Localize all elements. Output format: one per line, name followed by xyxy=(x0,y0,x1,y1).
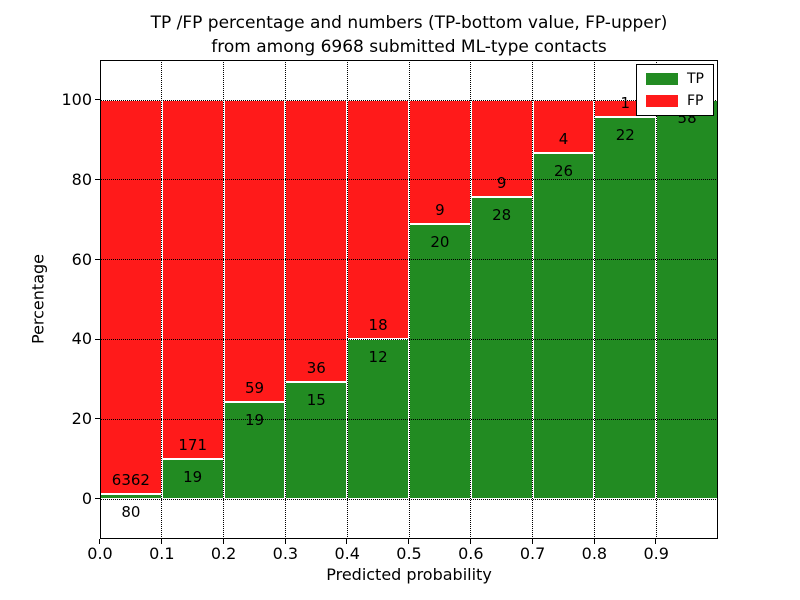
vertical-gridline xyxy=(470,60,472,539)
tp-count-label: 20 xyxy=(430,232,450,251)
x-tick-mark xyxy=(593,539,595,544)
legend-label-fp: FP xyxy=(687,93,704,109)
x-tick-mark xyxy=(284,539,286,544)
y-tick-mark xyxy=(95,99,100,101)
legend-label-tp: TP xyxy=(687,71,704,87)
x-tick-label: 0.2 xyxy=(210,544,237,563)
x-tick-mark xyxy=(470,539,472,544)
bar-segment-tp xyxy=(161,459,224,499)
tp-count-label: 26 xyxy=(553,162,574,181)
y-tick-mark xyxy=(95,258,100,260)
horizontal-gridline xyxy=(100,338,718,340)
y-tick-label: 100 xyxy=(61,90,92,109)
x-tick-mark xyxy=(408,539,410,544)
x-tick-mark xyxy=(222,539,224,544)
x-tick-label: 0.9 xyxy=(643,544,669,563)
chart-title-line-2: from among 6968 submitted ML-type contac… xyxy=(211,37,607,57)
vertical-gridline xyxy=(655,60,657,539)
bar-segment-tp xyxy=(470,197,533,499)
bar-segment-fp xyxy=(100,100,162,495)
vertical-gridline xyxy=(284,60,286,539)
horizontal-gridline xyxy=(100,498,718,500)
bar-segment-tp xyxy=(532,153,595,499)
tp-count-label: 19 xyxy=(183,468,203,487)
x-axis-label: Predicted probability xyxy=(326,565,492,584)
tp-count-label: 19 xyxy=(244,410,265,429)
vertical-gridline xyxy=(593,60,595,539)
fp-count-label: 18 xyxy=(368,316,388,335)
horizontal-gridline xyxy=(100,418,718,420)
vertical-gridline xyxy=(161,60,163,539)
legend-swatch-fp-icon xyxy=(646,95,678,107)
vertical-gridline xyxy=(408,60,410,539)
x-tick-mark xyxy=(99,539,101,544)
fp-count-label: 171 xyxy=(178,436,208,455)
horizontal-gridline xyxy=(100,179,718,181)
legend: TP FP xyxy=(636,64,714,116)
fp-count-label: 6362 xyxy=(111,471,150,490)
chart-title: TP /FP percentage and numbers (TP-bottom… xyxy=(100,11,718,59)
fp-count-label: 9 xyxy=(496,174,507,193)
y-tick-mark xyxy=(95,338,100,340)
horizontal-gridline xyxy=(100,99,718,101)
x-tick-mark xyxy=(531,539,533,544)
fp-count-label: 1 xyxy=(620,94,631,113)
bar-segment-fp xyxy=(161,100,224,460)
x-tick-mark xyxy=(346,539,348,544)
legend-entry-tp: TP xyxy=(646,71,704,87)
x-tick-label: 0.4 xyxy=(334,544,360,563)
bar-segment-tp xyxy=(285,381,348,499)
y-tick-label: 60 xyxy=(71,249,92,269)
plot-area: 6362 80 171 19 59 19 36 15 18 12 9 20 9 28 4 26 1 22 58 TP… xyxy=(95,60,718,544)
fp-count-label: 36 xyxy=(306,358,326,377)
x-tick-label: 0.3 xyxy=(272,544,299,563)
tp-count-label: 12 xyxy=(368,348,388,367)
tp-count-label: 22 xyxy=(615,126,635,145)
x-tick-mark xyxy=(655,539,657,544)
y-tick-mark xyxy=(95,498,100,500)
x-tick-label: 0.7 xyxy=(519,544,546,563)
fp-count-label: 4 xyxy=(558,130,569,149)
chart-title-line-1: TP /FP percentage and numbers (TP-bottom… xyxy=(150,13,668,33)
vertical-gridline xyxy=(532,60,534,539)
bar-segment-tp xyxy=(594,117,657,499)
tp-count-label: 28 xyxy=(492,206,512,224)
y-tick-label: 80 xyxy=(71,169,92,189)
bar-segment-fp xyxy=(532,100,595,154)
fp-count-label: 9 xyxy=(435,200,445,219)
vertical-gridline xyxy=(223,60,225,539)
bar-segment-tp xyxy=(409,223,471,499)
y-tick-mark xyxy=(95,418,100,420)
x-tick-label: 0.8 xyxy=(581,544,608,563)
x-tick-mark xyxy=(161,539,163,544)
tp-count-label: 15 xyxy=(306,390,326,409)
bar-segment-tp xyxy=(223,401,286,499)
legend-entry-fp: FP xyxy=(646,93,704,109)
y-tick-label: 0 xyxy=(81,489,92,508)
horizontal-gridline xyxy=(100,259,718,261)
bar-segment-fp xyxy=(347,100,409,340)
y-tick-label: 20 xyxy=(71,409,92,429)
x-tick-label: 0.5 xyxy=(396,544,422,563)
x-tick-label: 0.1 xyxy=(149,544,175,563)
bar-segment-tp xyxy=(656,100,718,499)
tp-count-label: 80 xyxy=(121,503,141,521)
legend-swatch-tp-icon xyxy=(646,73,678,85)
y-tick-mark xyxy=(95,179,100,181)
bar-segment-fp xyxy=(223,100,286,402)
x-tick-label: 0.6 xyxy=(458,544,484,563)
y-tick-label: 40 xyxy=(71,329,92,349)
x-tick-label: 0.0 xyxy=(87,544,113,563)
fp-count-label: 59 xyxy=(244,378,265,397)
vertical-gridline xyxy=(346,60,348,539)
